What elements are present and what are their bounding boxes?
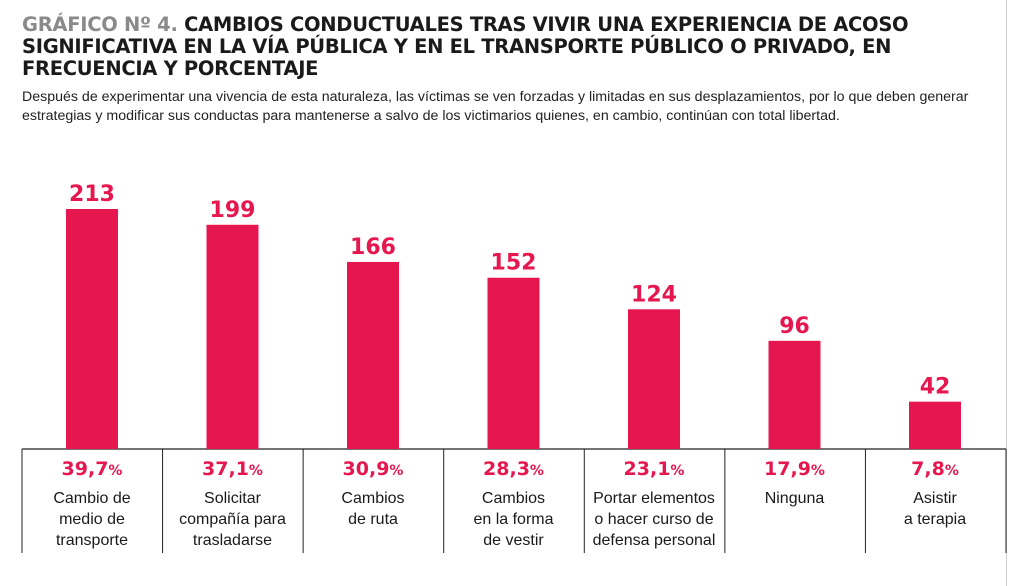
category-label-line: de vestir	[483, 532, 544, 549]
bar-value-label: 96	[779, 314, 810, 339]
bar	[66, 209, 118, 449]
percentage-value: 37,1	[202, 458, 249, 480]
category-label-line: defensa personal	[593, 532, 716, 549]
category-label: Solicitar compañía para trasladarse	[179, 490, 286, 549]
category-label-line: medio de	[59, 511, 125, 528]
category-label-line: Cambios	[341, 490, 404, 507]
chart-title: GRÁFICO Nº 4. CAMBIOS CONDUCTUALES TRAS …	[22, 14, 1012, 80]
bar	[487, 277, 540, 449]
percentage-sign: %	[389, 463, 403, 479]
category-label-line: Cambio de	[53, 490, 130, 507]
percentage-sign: %	[530, 463, 544, 479]
category-label-line: transporte	[56, 532, 128, 549]
category-label-line: Ninguna	[765, 490, 825, 507]
percentage-value: 30,9	[343, 458, 390, 480]
percentage-label: 30,9%	[343, 458, 404, 480]
percentage-label: 28,3%	[483, 458, 544, 480]
category-label: Ninguna	[765, 490, 825, 507]
category-label: Cambios en la forma de vestir	[473, 490, 553, 549]
chart-subtitle: Después de experimentar una vivencia de …	[22, 89, 969, 124]
bar-value-label: 124	[631, 282, 677, 307]
category-label-line: trasladarse	[193, 532, 272, 549]
category-label: Asistir a terapia	[904, 490, 966, 528]
chart-title-main: CAMBIOS CONDUCTUALES TRAS VIVIR UNA EXPE…	[22, 13, 909, 80]
bar	[628, 309, 680, 449]
category-label-line: en la forma	[473, 511, 553, 528]
percentage-label: 17,9%	[764, 458, 825, 480]
percentage-value: 17,9	[764, 458, 811, 480]
category-label: Cambios de ruta	[341, 490, 404, 528]
right-border-line	[1006, 0, 1007, 586]
category-label-line: a terapia	[904, 511, 966, 528]
category-label: Cambio de medio de transporte	[53, 490, 130, 549]
category-label-line: Cambios	[482, 490, 545, 507]
bar-value-label: 152	[491, 251, 537, 276]
percentage-label: 37,1%	[202, 458, 263, 480]
percentage-value: 7,8	[911, 458, 945, 480]
bar	[768, 340, 821, 449]
bar	[909, 401, 961, 449]
percentage-sign: %	[811, 463, 825, 479]
bar-value-label: 199	[210, 198, 256, 223]
percentage-value: 23,1	[624, 458, 671, 480]
percentage-value: 28,3	[483, 458, 530, 480]
category-label: Portar elementos o hacer curso de defensa …	[593, 490, 716, 549]
bar-value-label: 42	[920, 375, 951, 400]
percentage-label: 23,1%	[624, 458, 685, 480]
bar-value-label: 166	[350, 235, 396, 260]
percentage-sign: %	[108, 463, 122, 479]
bar-value-label: 213	[69, 182, 115, 207]
bar	[347, 261, 399, 449]
category-label-line: de ruta	[348, 511, 398, 528]
percentage-value: 39,7	[62, 458, 109, 480]
title-block: GRÁFICO Nº 4. CAMBIOS CONDUCTUALES TRAS …	[22, 14, 1012, 126]
category-label-line: Solicitar	[204, 490, 262, 507]
percentage-label: 39,7%	[62, 458, 123, 480]
percentage-label: 7,8%	[911, 458, 959, 480]
percentage-sign: %	[945, 463, 959, 479]
category-label-line: Asistir	[913, 490, 957, 507]
category-label-line: o hacer curso de	[594, 511, 713, 528]
bar	[206, 224, 259, 449]
percentage-sign: %	[670, 463, 684, 479]
percentage-sign: %	[249, 463, 263, 479]
category-label-line: Portar elementos	[593, 490, 715, 507]
category-label-line: compañía para	[179, 511, 286, 528]
chart-title-prefix: GRÁFICO Nº 4.	[22, 13, 178, 36]
